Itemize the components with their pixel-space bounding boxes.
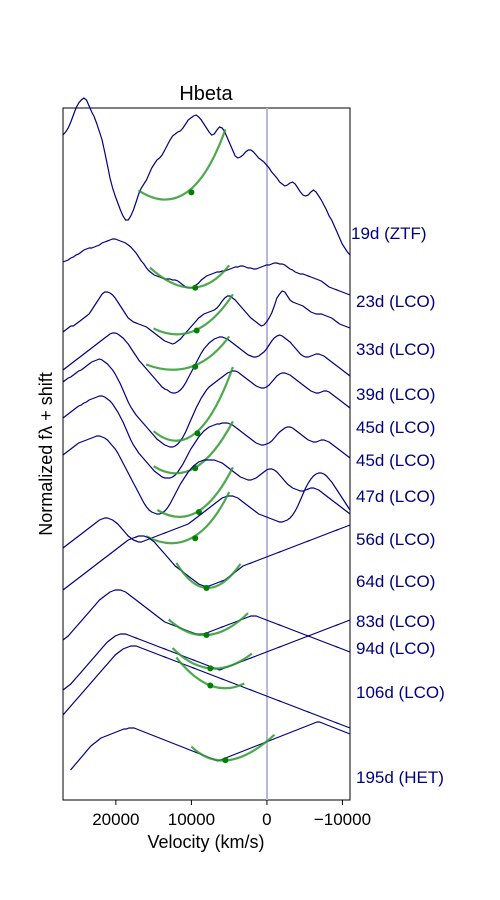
velocity-minimum-marker: [207, 682, 214, 689]
velocity-minimum-marker: [188, 189, 195, 196]
spectrum-line: [62, 645, 351, 729]
velocity-minimum-marker: [192, 535, 199, 542]
fit-curve: [145, 491, 231, 545]
x-tick-label: 20000: [92, 810, 139, 829]
velocity-minimum-marker: [222, 757, 229, 764]
spectrum-label: 195d (HET): [356, 768, 444, 787]
spectrum-label: 56d (LCO): [356, 530, 435, 549]
plot-frame: [62, 107, 351, 801]
fit-curve: [153, 293, 234, 336]
spectrum-label: 19d (ZTF): [351, 224, 427, 243]
velocity-minimum-marker: [192, 284, 199, 291]
spectrum-label: 83d (LCO): [356, 612, 435, 631]
x-axis-label: Velocity (km/s): [147, 832, 264, 852]
spectrum-line: [62, 619, 351, 691]
spectrum-line: [62, 332, 351, 394]
fit-curve: [137, 129, 227, 201]
x-tick-label: 10000: [168, 810, 215, 829]
spectrum-label: 64d (LCO): [356, 572, 435, 591]
spectrum-line: [62, 358, 351, 448]
spectrum-label: 23d (LCO): [356, 292, 435, 311]
spectrum-label: 33d (LCO): [356, 340, 435, 359]
y-axis-label: Normalized fλ + shift: [36, 372, 56, 536]
spectrum-line: [62, 395, 351, 479]
spectrum-line: [62, 524, 351, 591]
chart-title: Hbeta: [179, 83, 233, 105]
velocity-minimum-marker: [207, 665, 214, 672]
fit-curve: [149, 264, 231, 289]
spectra-layer: [62, 97, 351, 771]
spectrum-line: [70, 721, 351, 771]
x-tick-label: −10000: [314, 810, 371, 829]
spectrum-line: [62, 97, 351, 256]
x-tick-label: 0: [262, 810, 271, 829]
spectrum-line: [62, 472, 351, 549]
fit-curve: [156, 466, 234, 518]
velocity-minimum-marker: [203, 632, 210, 638]
spectrum-line: [62, 290, 351, 345]
fit-curve: [175, 562, 242, 590]
spectrum-label: 45d (LCO): [356, 451, 435, 470]
velocity-minimum-marker: [203, 585, 210, 591]
spectrum-label: 94d (LCO): [356, 639, 435, 658]
fit-curve: [190, 733, 276, 762]
spectrum-line: [62, 238, 351, 296]
x-axis: 20000 10000 0 −10000: [92, 800, 371, 829]
fit-curve: [145, 335, 231, 371]
spectrum-label: 39d (LCO): [356, 385, 435, 404]
spectrum-line: [62, 435, 351, 515]
velocity-minimum-marker: [193, 327, 200, 334]
spectrum-label: 45d (LCO): [356, 418, 435, 437]
spectrum-labels: 19d (ZTF) 23d (LCO) 33d (LCO) 39d (LCO) 45d …: [351, 224, 445, 787]
velocity-minimum-marker: [192, 363, 199, 370]
spectrum-label: 106d (LCO): [356, 683, 445, 702]
velocity-minimum-marker: [194, 430, 201, 437]
velocity-minimum-marker: [192, 465, 199, 472]
spectrum-label: 47d (LCO): [356, 487, 435, 506]
velocity-minimum-marker: [195, 509, 202, 515]
